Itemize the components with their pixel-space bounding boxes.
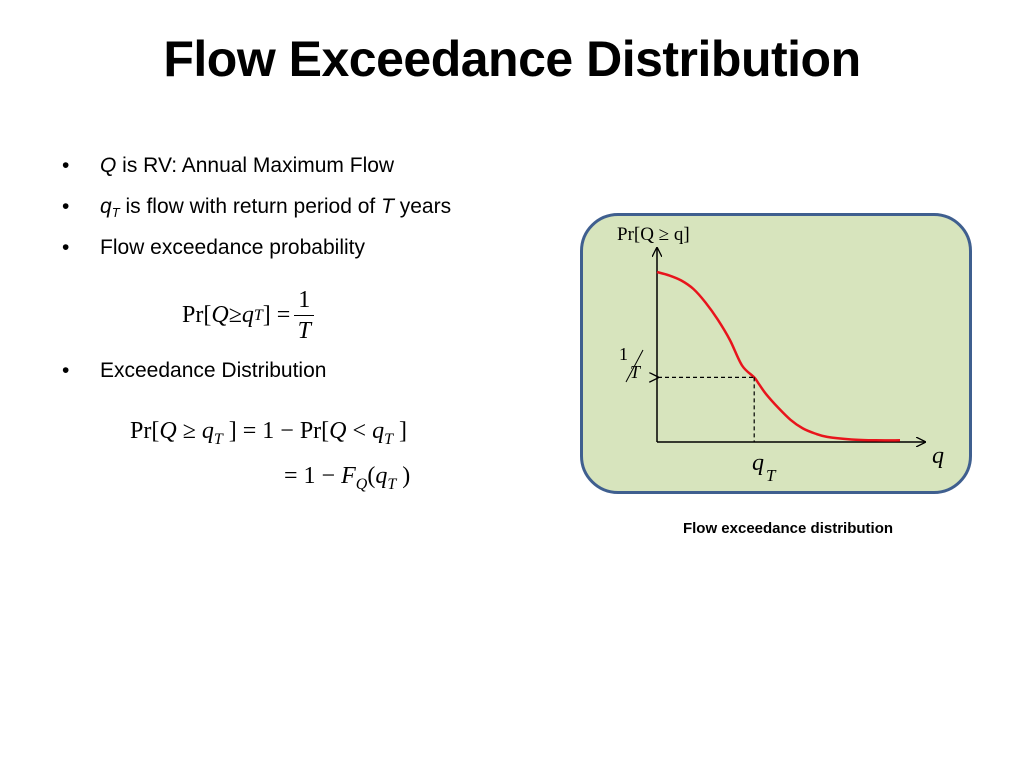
eq-subscript: T [384,431,393,448]
eq-text: < [346,418,373,444]
page-title: Flow Exceedance Distribution [163,31,861,87]
eq-var: q [241,302,254,328]
fraction: 1 T [294,285,315,346]
bullet-dot: • [62,359,70,382]
bullet-3: • Flow exceedance probability [62,236,365,260]
eq-subscript: T [387,476,397,493]
bullet-text: is RV: Annual Maximum Flow [116,154,395,177]
bullet-text: is flow with return period of [119,195,382,218]
eq-text: Pr[ [182,302,212,328]
eq-text: = 1 − [284,463,342,489]
eq-var: q [375,463,388,489]
eq-var: q [201,418,214,444]
fraction-numerator: 1 [294,285,315,316]
bullet-dot: • [62,236,70,259]
bullet-subscript: T [111,205,120,220]
eq-var: Q [329,418,347,444]
marker-y-label-denominator: T [630,362,642,382]
exceedance-curve [656,270,901,442]
y-axis-label: Pr[Q ≥ q] [617,224,690,245]
eq-text: ≥ [176,418,202,444]
bullet-var: T [381,195,394,218]
bullet-var: q [100,195,112,218]
fraction-denominator: T [297,318,311,344]
eq-text: ] = [262,302,291,328]
eq-var: Q [159,418,177,444]
eq-text: ) [396,463,411,489]
bullet-4: • Exceedance Distribution [62,359,326,383]
eq-subscript: T [213,431,223,448]
marker-y-label-slash [625,349,644,383]
marker-x-label-q: q [752,450,764,476]
bullet-2: • qT is flow with return period of T yea… [62,195,451,220]
bullet-text: Flow exceedance probability [100,236,365,259]
figure-caption: Flow exceedance distribution [682,520,894,537]
equation-2-line-1: Pr[Q ≥ qT ] = 1 − Pr[Q < qT ] [130,418,407,449]
eq-var: F [341,463,356,489]
x-axis-label: q [932,443,944,469]
eq-text: ( [367,463,376,489]
equation-2-line-2: = 1 − FQ(qT ) [284,463,410,494]
bullet-dot: • [62,195,70,218]
bullet-text: Exceedance Distribution [100,359,327,382]
eq-var: q [372,418,385,444]
eq-text: ] [392,418,407,444]
eq-text: Pr[ [130,418,160,444]
bullet-dot: • [62,154,70,177]
eq-text: ≥ [228,302,242,328]
bullet-var: Q [100,154,117,177]
bullet-text: years [393,195,452,218]
marker-x-label: q T [752,450,777,485]
marker-y-label: 1 T [619,344,644,383]
eq-subscript: T [253,306,263,324]
marker-x-label-sub: T [766,466,777,485]
eq-var: Q [211,302,229,328]
marker-y-label-numerator: 1 [619,344,628,364]
bullet-1: • Q is RV: Annual Maximum Flow [62,154,394,178]
eq-text: ] = 1 − Pr[ [222,418,330,444]
eq-subscript: Q [355,476,368,493]
chart-panel [580,213,972,494]
